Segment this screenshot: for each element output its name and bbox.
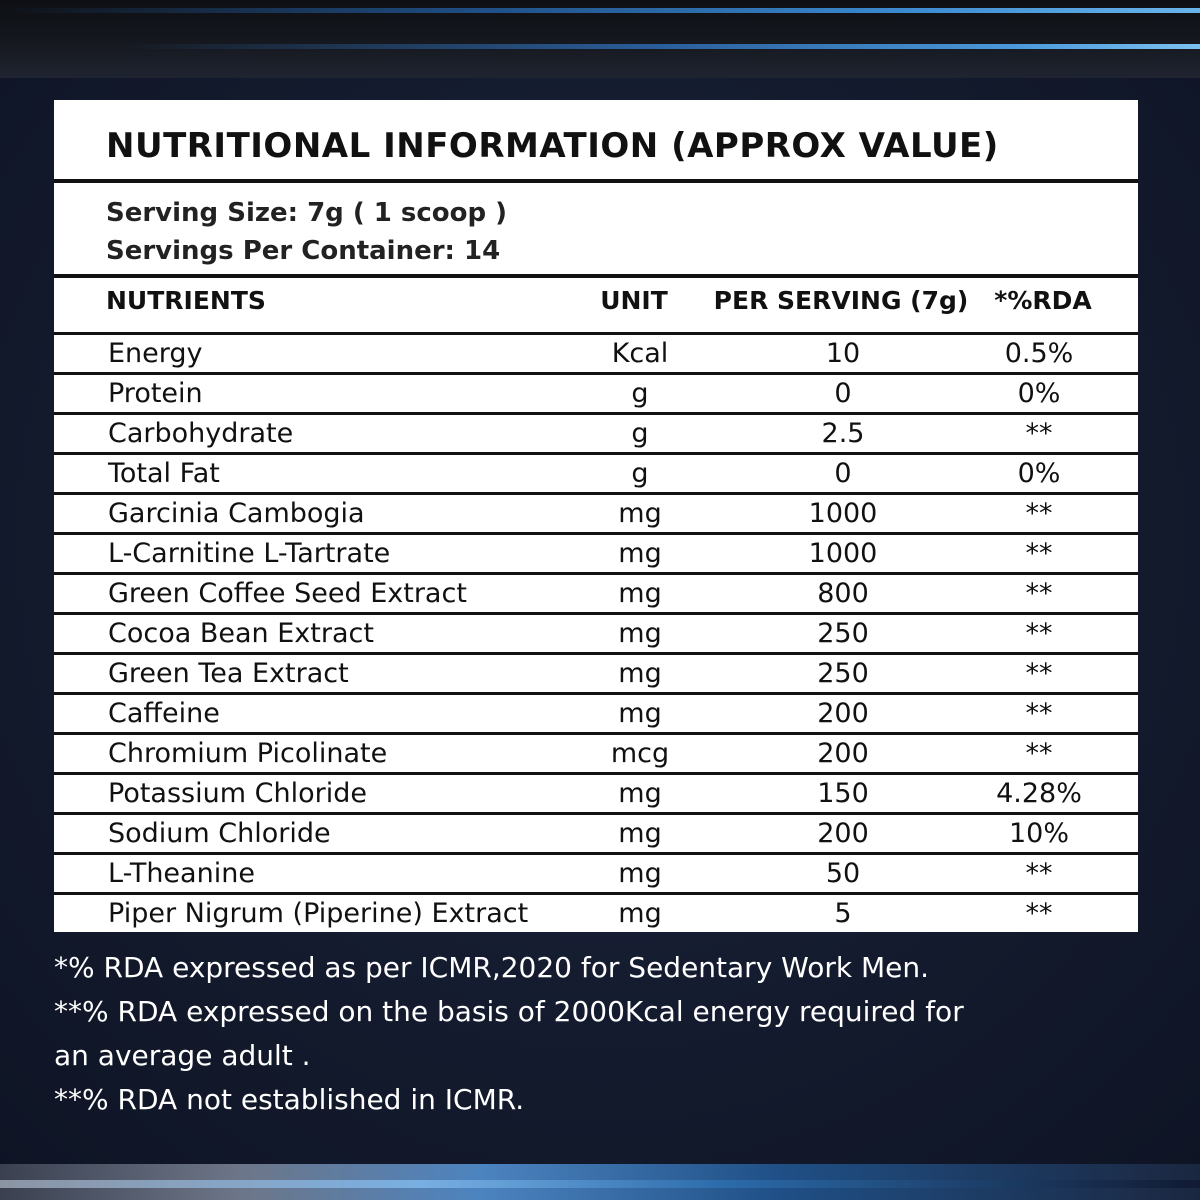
nutrient-per-serving: 200 bbox=[817, 818, 869, 849]
serving-size: Serving Size: 7g ( 1 scoop ) bbox=[106, 198, 508, 228]
nutrient-unit: mg bbox=[618, 698, 662, 729]
nutrient-name: L-Theanine bbox=[108, 858, 255, 889]
table-row: Total Fat g 0 0% bbox=[54, 452, 1138, 492]
serving-divider bbox=[54, 274, 1138, 278]
nutrient-name: Green Tea Extract bbox=[108, 658, 349, 689]
nutrient-rda: ** bbox=[1025, 618, 1053, 649]
nutrient-unit: Kcal bbox=[611, 338, 669, 369]
table-row: Carbohydrate g 2.5 ** bbox=[54, 412, 1138, 452]
nutrient-name: Energy bbox=[108, 338, 203, 369]
nutrient-per-serving: 800 bbox=[817, 578, 869, 609]
nutrient-rda: 0% bbox=[1017, 378, 1061, 409]
nutrient-per-serving: 200 bbox=[817, 698, 869, 729]
nutrient-unit: mg bbox=[618, 538, 662, 569]
table-row: Sodium Chloride mg 200 10% bbox=[54, 812, 1138, 852]
table-row: Green Tea Extract mg 250 ** bbox=[54, 652, 1138, 692]
nutrient-rda: ** bbox=[1025, 538, 1053, 569]
nutrient-rda: ** bbox=[1025, 418, 1053, 449]
top-decorative-bar bbox=[0, 0, 1200, 78]
nutrient-unit: mg bbox=[618, 618, 662, 649]
nutrient-name: Potassium Chloride bbox=[108, 778, 367, 809]
top-accent-line bbox=[0, 8, 1200, 13]
header-nutrients: NUTRIENTS bbox=[106, 286, 266, 315]
nutrient-unit: mg bbox=[618, 858, 662, 889]
nutrient-per-serving: 50 bbox=[825, 858, 861, 889]
nutrient-unit: mg bbox=[618, 658, 662, 689]
table-row: Cocoa Bean Extract mg 250 ** bbox=[54, 612, 1138, 652]
nutrient-name: Piper Nigrum (Piperine) Extract bbox=[108, 898, 529, 929]
header-unit: UNIT bbox=[600, 286, 668, 315]
nutrient-name: Protein bbox=[108, 378, 203, 409]
nutrient-per-serving: 1000 bbox=[808, 538, 878, 569]
table-row: Green Coffee Seed Extract mg 800 ** bbox=[54, 572, 1138, 612]
nutrient-name: Caffeine bbox=[108, 698, 220, 729]
nutrient-per-serving: 250 bbox=[817, 658, 869, 689]
nutrient-name: Green Coffee Seed Extract bbox=[108, 578, 467, 609]
top-accent-line-2 bbox=[0, 44, 1200, 49]
nutrient-unit: mg bbox=[618, 578, 662, 609]
nutrient-rda: 10% bbox=[1008, 818, 1070, 849]
nutrient-rda: 0% bbox=[1017, 458, 1061, 489]
nutrient-per-serving: 0 bbox=[834, 378, 852, 409]
nutrient-unit: mg bbox=[618, 778, 662, 809]
nutrient-rda: 0.5% bbox=[1004, 338, 1074, 369]
nutrient-per-serving: 10 bbox=[825, 338, 861, 369]
table-row: L-Theanine mg 50 ** bbox=[54, 852, 1138, 892]
nutrient-unit: mg bbox=[618, 818, 662, 849]
nutrient-unit: mg bbox=[618, 498, 662, 529]
table-row: Caffeine mg 200 ** bbox=[54, 692, 1138, 732]
footnote: **% RDA not established in ICMR. bbox=[54, 1083, 525, 1116]
nutrient-rda: ** bbox=[1025, 498, 1053, 529]
nutrient-name: Garcinia Cambogia bbox=[108, 498, 365, 529]
nutrient-name: L-Carnitine L-Tartrate bbox=[108, 538, 391, 569]
header-per-serving: PER SERVING (7g) bbox=[713, 286, 969, 315]
table-row: Garcinia Cambogia mg 1000 ** bbox=[54, 492, 1138, 532]
nutrient-unit: mcg bbox=[610, 738, 670, 769]
nutrient-rda: 4.28% bbox=[996, 778, 1082, 809]
nutrient-per-serving: 2.5 bbox=[821, 418, 865, 449]
footnote: *% RDA expressed as per ICMR,2020 for Se… bbox=[54, 951, 929, 984]
table-row: L-Carnitine L-Tartrate mg 1000 ** bbox=[54, 532, 1138, 572]
nutrient-rda: ** bbox=[1025, 738, 1053, 769]
nutrient-unit: mg bbox=[618, 898, 662, 929]
title-divider bbox=[54, 179, 1138, 183]
nutrient-unit: g bbox=[631, 378, 649, 409]
nutrient-rda: ** bbox=[1025, 658, 1053, 689]
bottom-decorative-bar bbox=[0, 1164, 1200, 1200]
footnote: **% RDA expressed on the basis of 2000Kc… bbox=[54, 995, 964, 1028]
nutrient-per-serving: 200 bbox=[817, 738, 869, 769]
table-row: Chromium Picolinate mcg 200 ** bbox=[54, 732, 1138, 772]
table-row: Piper Nigrum (Piperine) Extract mg 5 ** bbox=[54, 892, 1138, 932]
table-row: Energy Kcal 10 0.5% bbox=[54, 332, 1138, 372]
nutrient-rda: ** bbox=[1025, 898, 1053, 929]
nutrient-name: Sodium Chloride bbox=[108, 818, 331, 849]
serving-info: Serving Size: 7g ( 1 scoop ) Servings Pe… bbox=[106, 194, 507, 270]
footnote: an average adult . bbox=[54, 1039, 311, 1072]
nutrient-name: Total Fat bbox=[108, 458, 220, 489]
table-row: Protein g 0 0% bbox=[54, 372, 1138, 412]
nutrient-name: Cocoa Bean Extract bbox=[108, 618, 374, 649]
nutrient-rda: ** bbox=[1025, 698, 1053, 729]
panel-title: NUTRITIONAL INFORMATION (APPROX VALUE) bbox=[106, 126, 999, 166]
servings-per-container: Servings Per Container: 14 bbox=[106, 236, 501, 266]
nutrient-rda: ** bbox=[1025, 578, 1053, 609]
nutrition-panel: NUTRITIONAL INFORMATION (APPROX VALUE) S… bbox=[54, 100, 1138, 932]
table-row: Potassium Chloride mg 150 4.28% bbox=[54, 772, 1138, 812]
footnotes: *% RDA expressed as per ICMR,2020 for Se… bbox=[54, 946, 1154, 1122]
nutrient-unit: g bbox=[631, 458, 649, 489]
nutrient-per-serving: 5 bbox=[834, 898, 852, 929]
nutrient-name: Chromium Picolinate bbox=[108, 738, 388, 769]
bottom-accent-stripe bbox=[0, 1180, 1200, 1188]
nutrient-per-serving: 0 bbox=[834, 458, 852, 489]
nutrient-rda: ** bbox=[1025, 858, 1053, 889]
nutrient-per-serving: 150 bbox=[817, 778, 869, 809]
nutrient-per-serving: 1000 bbox=[808, 498, 878, 529]
header-rda: *%RDA bbox=[994, 286, 1092, 315]
nutrient-table: Energy Kcal 10 0.5% Protein g 0 0% Carbohydrate g… bbox=[54, 332, 1138, 932]
nutrient-unit: g bbox=[631, 418, 649, 449]
nutrient-per-serving: 250 bbox=[817, 618, 869, 649]
nutrient-name: Carbohydrate bbox=[108, 418, 294, 449]
